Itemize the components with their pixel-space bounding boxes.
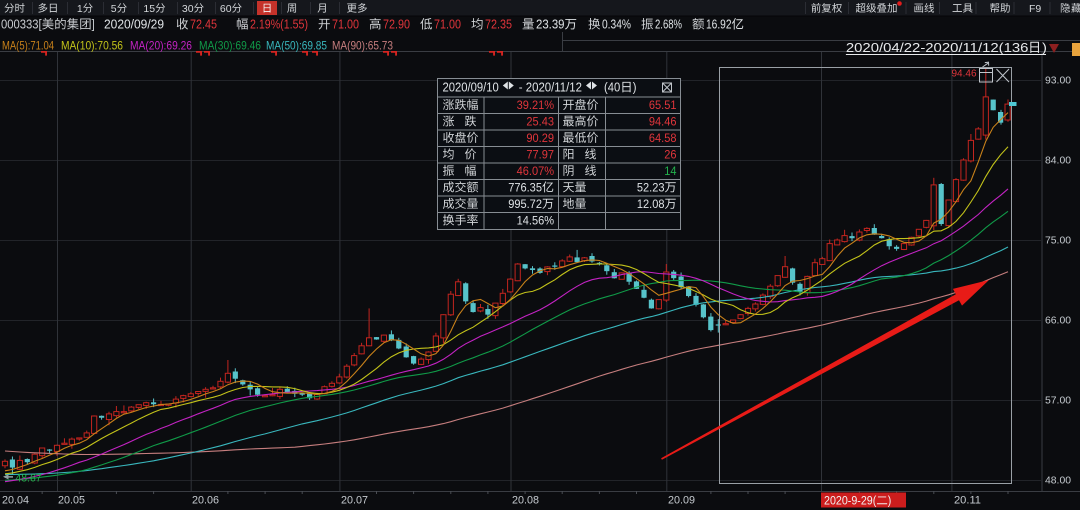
svg-text:57.00: 57.00 [1045, 395, 1071, 407]
svg-text:MA(10):70.56: MA(10):70.56 [61, 39, 123, 53]
svg-text:23.39: 23.39 [536, 18, 565, 32]
svg-text:2020/09/10: 2020/09/10 [443, 81, 499, 95]
svg-text:2.68%: 2.68% [655, 18, 682, 32]
svg-text:52.23: 52.23 [637, 180, 665, 194]
svg-text:MA(5):71.04: MA(5):71.04 [2, 39, 54, 53]
svg-text:20.05: 20.05 [58, 495, 85, 507]
svg-text:48.67: 48.67 [16, 473, 42, 485]
svg-text:60: 60 [220, 3, 232, 15]
svg-text:25.43: 25.43 [526, 115, 554, 129]
svg-text:94.46: 94.46 [952, 68, 977, 80]
svg-text:000333[: 000333[ [1, 18, 42, 32]
svg-text:66.00: 66.00 [1045, 315, 1071, 327]
svg-text:20.11: 20.11 [954, 495, 981, 507]
svg-text:75.00: 75.00 [1045, 235, 1071, 247]
svg-text:26: 26 [664, 147, 677, 161]
svg-text:F9: F9 [1029, 3, 1041, 15]
svg-text:(40: (40 [604, 81, 620, 95]
svg-text:46.07%: 46.07% [517, 164, 555, 178]
svg-text:64.58: 64.58 [649, 131, 677, 145]
svg-text:995.72: 995.72 [508, 197, 542, 211]
svg-text:): ) [1042, 40, 1047, 55]
svg-text:): ) [633, 81, 637, 95]
svg-text:84.00: 84.00 [1045, 155, 1071, 167]
svg-text:2.19%(1.55): 2.19%(1.55) [250, 18, 308, 32]
svg-text:20.08: 20.08 [512, 495, 539, 507]
svg-text:MA(90):65.73: MA(90):65.73 [332, 39, 393, 53]
svg-text:20.04: 20.04 [2, 495, 29, 507]
svg-text:2020/09/29: 2020/09/29 [104, 18, 164, 32]
svg-text:77.97: 77.97 [526, 147, 554, 161]
svg-text:2020/04/22-2020/11/12(136: 2020/04/22-2020/11/12(136 [846, 40, 1029, 55]
svg-text:71.00: 71.00 [332, 18, 359, 32]
svg-text:): ) [888, 496, 892, 508]
svg-text:20.06: 20.06 [192, 495, 219, 507]
svg-text:15: 15 [143, 3, 155, 15]
svg-text:1: 1 [77, 3, 83, 15]
svg-text:14.56%: 14.56% [517, 213, 555, 227]
svg-text:0.34%: 0.34% [602, 18, 631, 32]
svg-text:72.35: 72.35 [485, 18, 512, 32]
svg-text:39.21%: 39.21% [517, 98, 555, 112]
svg-text:20.09: 20.09 [668, 495, 695, 507]
svg-text:MA(50):69.85: MA(50):69.85 [266, 39, 327, 53]
svg-text:MA(30):69.46: MA(30):69.46 [199, 39, 261, 53]
svg-text:20.07: 20.07 [341, 495, 368, 507]
svg-text:776.35: 776.35 [508, 180, 542, 194]
svg-text:94.46: 94.46 [649, 115, 677, 129]
svg-text:- 2020/11/12: - 2020/11/12 [519, 81, 582, 95]
svg-text:12.08: 12.08 [637, 197, 665, 211]
svg-text:72.90: 72.90 [383, 18, 410, 32]
svg-text:48.00: 48.00 [1045, 475, 1071, 487]
svg-text:16.92: 16.92 [706, 18, 732, 32]
svg-text:5: 5 [111, 3, 117, 15]
svg-text:71.00: 71.00 [434, 18, 461, 32]
svg-text:MA(20):69.26: MA(20):69.26 [130, 39, 192, 53]
svg-text:65.51: 65.51 [649, 98, 677, 112]
svg-text:90.29: 90.29 [526, 131, 554, 145]
svg-text:]: ] [92, 18, 95, 32]
svg-text:72.45: 72.45 [190, 18, 217, 32]
svg-text:14: 14 [664, 164, 677, 178]
svg-text:2020-9-29(: 2020-9-29( [824, 496, 876, 508]
svg-text:30: 30 [182, 3, 194, 15]
svg-text:93.00: 93.00 [1045, 75, 1071, 87]
